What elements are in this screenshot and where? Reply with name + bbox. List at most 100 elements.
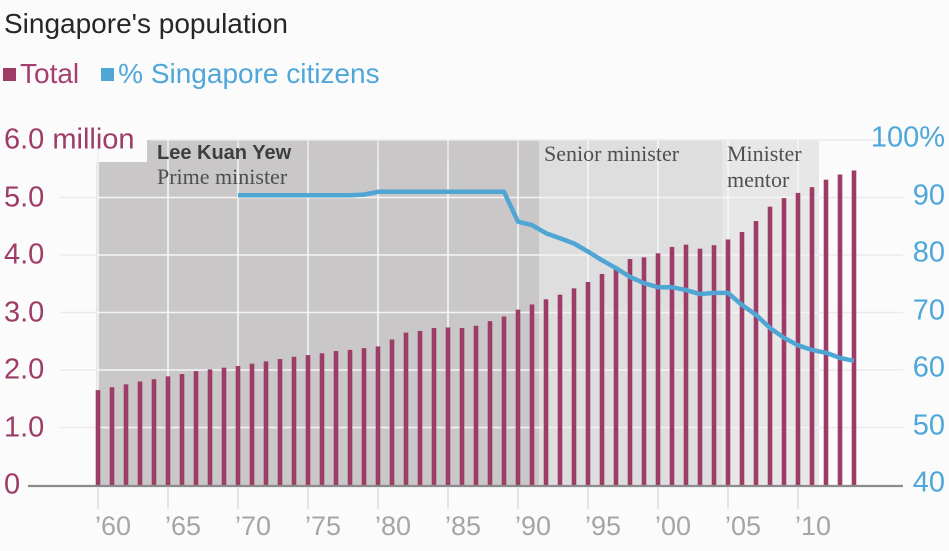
population-bar bbox=[347, 349, 353, 487]
citizens-line bbox=[238, 189, 855, 364]
right-axis-label: 100% bbox=[870, 121, 945, 154]
population-bar bbox=[417, 330, 423, 487]
population-bar bbox=[529, 304, 535, 487]
population-bar bbox=[487, 321, 493, 487]
population-bar bbox=[193, 371, 199, 487]
population-bar bbox=[375, 346, 381, 487]
chart-title: Singapore's population bbox=[4, 8, 289, 39]
right-axis-label: 40 bbox=[912, 466, 945, 499]
legend: Total % Singapore citizens bbox=[3, 58, 402, 90]
population-bar bbox=[753, 221, 759, 487]
era-annotation-title: Lee Kuan Yew bbox=[157, 142, 292, 164]
right-axis-label: 70 bbox=[912, 294, 945, 326]
population-bar bbox=[179, 374, 185, 487]
population-bar bbox=[151, 379, 157, 487]
population-bar bbox=[599, 273, 605, 487]
era-band-label-box bbox=[147, 140, 539, 162]
population-bar bbox=[711, 245, 717, 487]
x-axis-label: ’65 bbox=[165, 511, 202, 541]
left-axis-label: 5.0 bbox=[4, 181, 45, 213]
right-axis-label: 60 bbox=[912, 351, 945, 384]
population-bar bbox=[249, 363, 255, 487]
left-axis-label: 2.0 bbox=[4, 353, 45, 386]
population-bar bbox=[823, 179, 829, 487]
left-axis-label: 1.0 bbox=[4, 411, 45, 443]
legend-item-citizens[interactable]: % Singapore citizens bbox=[101, 58, 380, 90]
population-bar bbox=[837, 174, 843, 487]
population-bar bbox=[571, 288, 577, 487]
population-bar bbox=[459, 328, 465, 487]
right-axis-label: 80 bbox=[912, 236, 945, 269]
left-axis-label: 3.0 bbox=[4, 296, 45, 328]
era-annotation-subtitle: Minister mentor bbox=[727, 141, 802, 192]
x-axis-label: ’00 bbox=[655, 511, 692, 541]
right-axis-label: 90 bbox=[912, 179, 945, 211]
population-bar bbox=[361, 348, 367, 487]
population-bar bbox=[123, 384, 129, 487]
population-bar bbox=[851, 170, 857, 487]
era-annotation: Senior minister bbox=[544, 141, 744, 167]
x-axis-label: ’95 bbox=[585, 511, 622, 541]
total-series-swatch-icon bbox=[3, 67, 16, 81]
legend-label-citizens: % Singapore citizens bbox=[118, 58, 380, 89]
population-bar bbox=[683, 244, 689, 487]
population-bar bbox=[235, 365, 241, 487]
population-bar bbox=[445, 327, 451, 487]
population-bar bbox=[725, 239, 731, 487]
x-axis-label: ’60 bbox=[95, 511, 132, 541]
population-bar bbox=[403, 332, 409, 487]
population-bar bbox=[319, 353, 325, 487]
left-axis-label: 6.0 million bbox=[4, 123, 135, 156]
population-bar bbox=[543, 299, 549, 487]
population-bar bbox=[221, 367, 227, 487]
population-bar bbox=[305, 355, 311, 487]
population-bar bbox=[585, 282, 591, 487]
x-axis-label: ’85 bbox=[445, 511, 482, 541]
population-bar bbox=[431, 328, 437, 487]
population-bar bbox=[501, 316, 507, 487]
era-annotation-subtitle: Senior minister bbox=[544, 141, 680, 166]
left-axis-label: 0 bbox=[4, 468, 21, 501]
population-bar bbox=[641, 257, 647, 487]
x-axis-label: ’05 bbox=[725, 511, 762, 541]
x-axis-label: ’90 bbox=[515, 511, 552, 541]
era-annotation-subtitle: Prime minister bbox=[157, 164, 288, 189]
x-axis-label: ’70 bbox=[235, 511, 272, 541]
right-axis-label: 50 bbox=[912, 409, 945, 441]
population-bar bbox=[473, 325, 479, 487]
population-bar bbox=[767, 206, 773, 487]
population-bar bbox=[809, 187, 815, 487]
population-bar bbox=[795, 192, 801, 487]
legend-item-total[interactable]: Total bbox=[3, 58, 79, 90]
population-bar bbox=[515, 309, 521, 487]
population-bar bbox=[655, 253, 661, 487]
population-bar bbox=[669, 246, 675, 487]
population-bar bbox=[557, 294, 563, 487]
era-band bbox=[96, 162, 539, 485]
legend-label-total: Total bbox=[20, 58, 80, 89]
population-bar bbox=[207, 369, 213, 487]
population-bar bbox=[291, 356, 297, 487]
population-bar bbox=[697, 248, 703, 487]
citizens-series-swatch-icon bbox=[101, 67, 115, 81]
era-annotation: Minister mentor bbox=[727, 141, 819, 193]
x-axis-label: ’80 bbox=[375, 511, 412, 541]
population-bar bbox=[277, 359, 283, 487]
population-bar bbox=[263, 361, 269, 487]
population-bar bbox=[739, 232, 745, 487]
x-axis-label: ’10 bbox=[795, 511, 832, 541]
population-bar bbox=[613, 266, 619, 487]
population-bar bbox=[95, 390, 101, 487]
population-bar bbox=[165, 376, 171, 487]
population-bar bbox=[389, 339, 395, 487]
left-axis-label: 4.0 bbox=[4, 238, 45, 271]
population-bar bbox=[627, 259, 633, 487]
x-axis-label: ’75 bbox=[305, 511, 342, 541]
population-bar bbox=[137, 381, 143, 487]
era-annotation: Lee Kuan Yew Prime minister bbox=[157, 142, 417, 190]
population-bar bbox=[781, 198, 787, 487]
population-bar bbox=[109, 387, 115, 487]
population-bar bbox=[333, 351, 339, 487]
